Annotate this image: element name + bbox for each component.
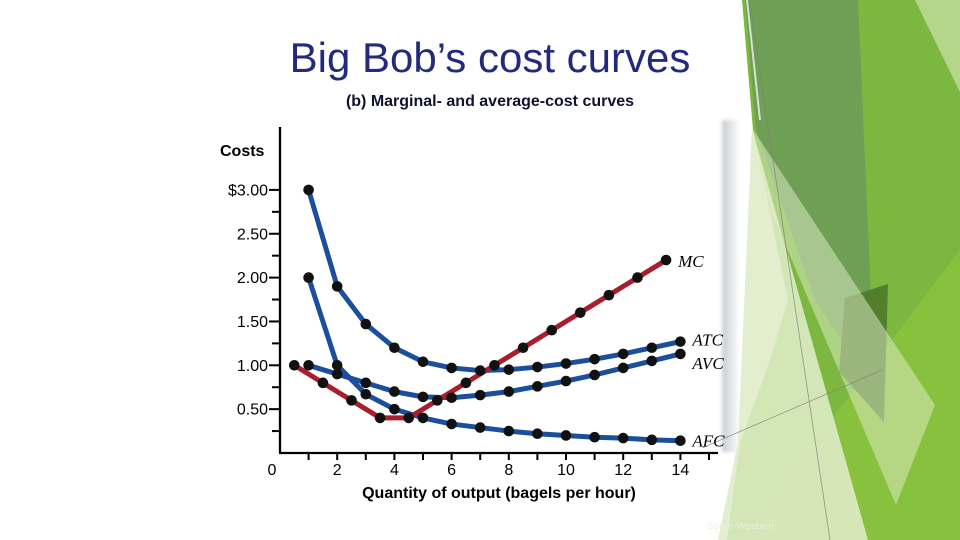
svg-text:2.50: 2.50 [237, 226, 268, 243]
svg-text:Quantity of output (bagels per: Quantity of output (bagels per hour) [362, 485, 636, 502]
svg-text:4: 4 [390, 462, 399, 479]
svg-text:12: 12 [614, 462, 632, 479]
svg-text:MC: MC [677, 252, 704, 271]
svg-text:$3.00: $3.00 [228, 182, 268, 199]
svg-text:10: 10 [557, 462, 575, 479]
copyright-text: South-Western [707, 521, 775, 532]
figure-background [283, 126, 723, 467]
svg-text:6: 6 [447, 462, 456, 479]
figure-shadow-edge [722, 120, 738, 452]
svg-text:2: 2 [333, 462, 342, 479]
svg-text:2.00: 2.00 [237, 270, 268, 287]
deco-pale-wedge [718, 128, 868, 540]
deco-pale-band [750, 128, 935, 505]
deco-white-seam [746, 0, 761, 121]
chart-subtitle: (b) Marginal- and average-cost curves [345, 93, 635, 110]
svg-text:AVC: AVC [691, 354, 724, 373]
svg-text:8: 8 [504, 462, 513, 479]
deco-hairline-1 [748, 0, 831, 540]
svg-text:AFC: AFC [691, 432, 725, 451]
slide-title: Big Bob’s cost curves [289, 34, 691, 81]
deco-hairline-2 [701, 369, 883, 449]
svg-text:1.00: 1.00 [237, 358, 268, 375]
svg-text:0: 0 [268, 462, 277, 479]
svg-text:ATC: ATC [691, 331, 723, 350]
svg-text:14: 14 [672, 462, 690, 479]
svg-text:Costs: Costs [220, 143, 265, 160]
green-decoration [701, 0, 960, 540]
svg-text:0.50: 0.50 [237, 402, 268, 419]
svg-text:1.50: 1.50 [237, 314, 268, 331]
deco-pale-sliver [915, 0, 960, 92]
cost-curves-chart: $3.00 2.50 2.00 1.50 1.00 0.50 0 2 4 6 8 10 12 14 Cost… [220, 127, 725, 502]
